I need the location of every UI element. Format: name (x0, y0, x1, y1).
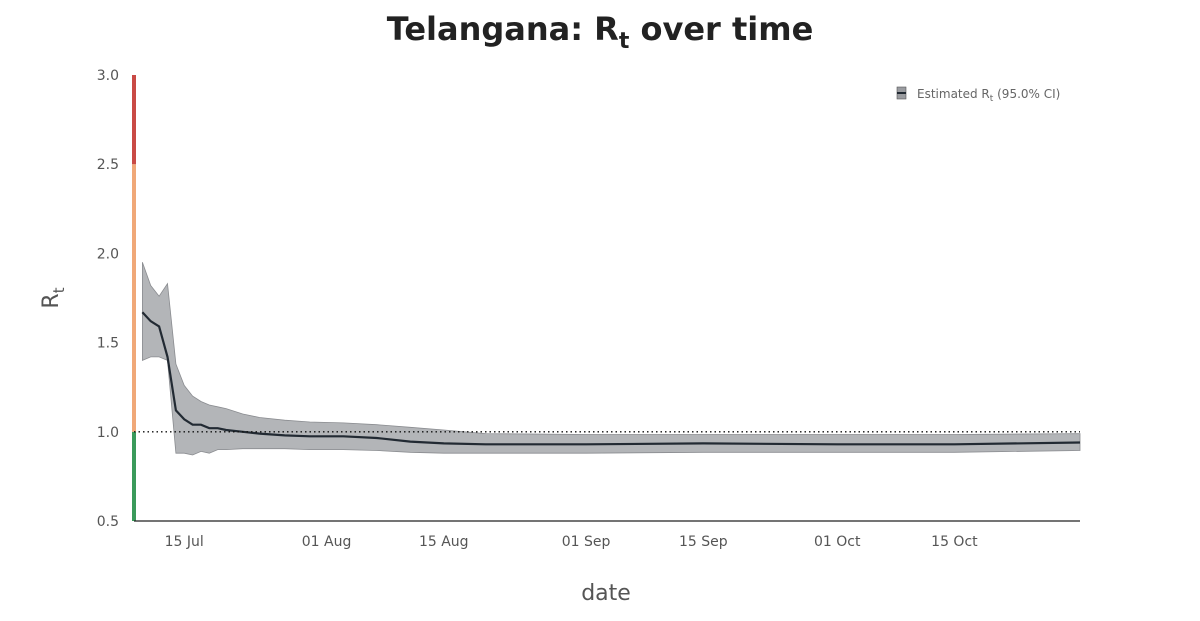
y-tick-label: 2.5 (97, 157, 119, 173)
rt-line-layer (141, 311, 1081, 446)
legend: Estimated Rt (95.0% CI) (896, 86, 1060, 104)
confidence-band (141, 262, 1081, 456)
y-tick-label: 2.0 (97, 246, 119, 262)
y-tick-labels: 0.5 1.0 1.5 2.0 2.5 3.0 (97, 68, 119, 530)
legend-label: Estimated Rt (95.0% CI) (917, 87, 1060, 104)
y-tick-label: 0.5 (97, 514, 119, 530)
zone-high (132, 75, 136, 165)
y-tick-label: 1.0 (97, 425, 119, 441)
x-axis-label: date (581, 581, 631, 606)
x-tick-label: 15 Jul (165, 534, 204, 550)
x-tick-label: 15 Oct (931, 534, 978, 550)
x-tick-label: 15 Sep (679, 534, 728, 550)
x-tick-label: 15 Aug (419, 534, 469, 550)
zone-moderate (132, 164, 136, 432)
y-tick-label: 3.0 (97, 68, 119, 84)
chart-title: Telangana: Rt over time (387, 10, 814, 54)
x-tick-label: 01 Aug (302, 534, 352, 550)
confidence-band-layer (141, 262, 1081, 456)
y-tick-label: 1.5 (97, 336, 119, 352)
rt-line (141, 311, 1081, 446)
zone-below-one (132, 431, 136, 521)
y-axis-label: Rt (39, 287, 68, 308)
x-tick-label: 01 Sep (562, 534, 611, 550)
x-tick-labels: 15 Jul 01 Aug 15 Aug 01 Sep 15 Sep 01 Oct 15 O… (165, 534, 979, 550)
risk-zone-bar (132, 75, 136, 521)
x-tick-label: 01 Oct (814, 534, 861, 550)
